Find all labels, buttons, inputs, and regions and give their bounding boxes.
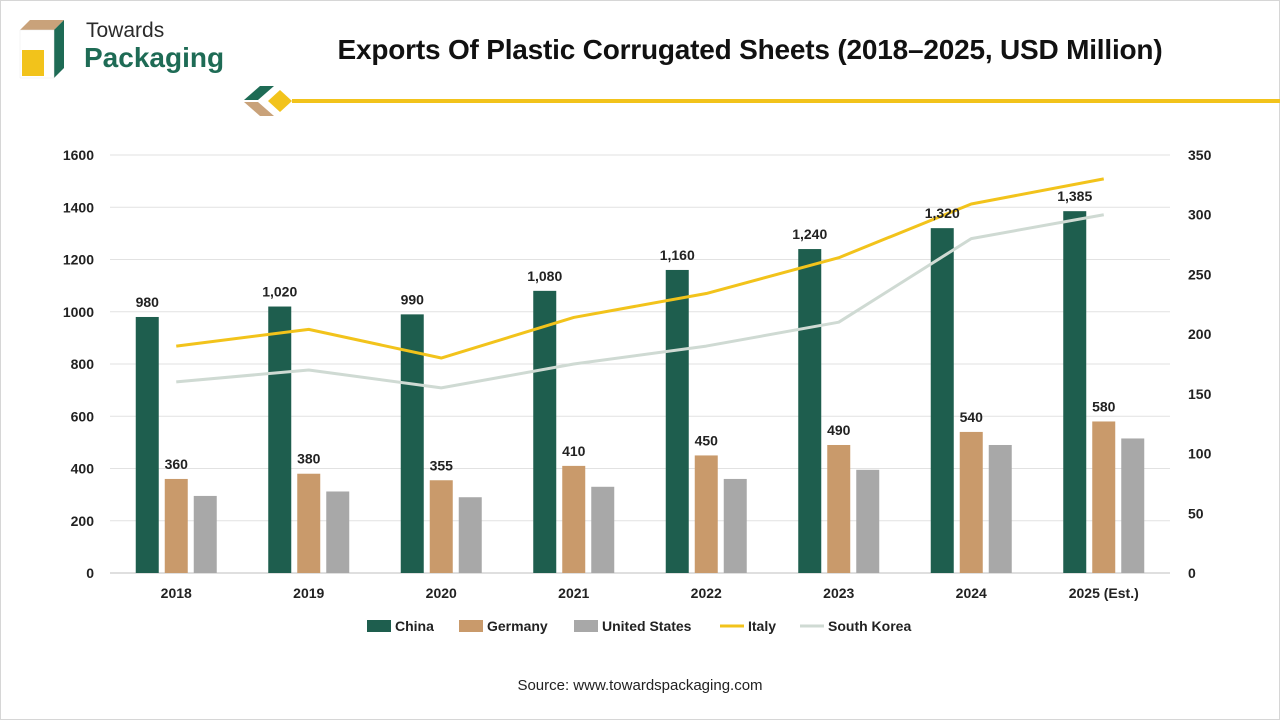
- x-tick-label: 2019: [293, 585, 324, 601]
- y-left-tick-label: 1600: [63, 147, 94, 163]
- data-label: 1,240: [792, 226, 827, 242]
- y-left-tick-label: 1000: [63, 304, 94, 320]
- bar-united-states: [591, 486, 615, 573]
- line-south-korea: [176, 213, 1105, 390]
- y-right-tick-label: 150: [1188, 386, 1212, 402]
- data-label: 450: [695, 432, 719, 448]
- legend-swatch: [459, 620, 483, 632]
- data-label: 540: [960, 409, 984, 425]
- bar-germany: [562, 465, 586, 573]
- y-left-tick-label: 1200: [63, 252, 94, 268]
- chart-title: Exports Of Plastic Corrugated Sheets (20…: [337, 34, 1163, 65]
- bar-united-states: [723, 478, 747, 573]
- y-right-tick-label: 0: [1188, 565, 1196, 581]
- y-right-tick-label: 100: [1188, 446, 1212, 462]
- y-left-tick-label: 200: [71, 513, 95, 529]
- data-label: 410: [562, 443, 586, 459]
- y-right-tick-label: 200: [1188, 326, 1212, 342]
- data-label: 1,385: [1057, 188, 1092, 204]
- bar-china: [798, 249, 822, 574]
- y-left-tick-label: 0: [86, 565, 94, 581]
- legend-swatch: [574, 620, 598, 632]
- y-left-tick-label: 400: [71, 461, 95, 477]
- data-label: 360: [165, 456, 189, 472]
- bar-china: [533, 290, 557, 573]
- y-left-tick-label: 600: [71, 408, 95, 424]
- x-tick-label: 2022: [691, 585, 722, 601]
- data-label: 355: [430, 457, 454, 473]
- legend-label: South Korea: [828, 618, 911, 634]
- x-tick-label: 2023: [823, 585, 854, 601]
- bar-china: [665, 269, 689, 573]
- bar-germany: [297, 473, 321, 573]
- data-label: 1,320: [925, 205, 960, 221]
- logo-text-packaging: Packaging: [84, 42, 225, 73]
- bar-united-states: [1121, 438, 1145, 573]
- logo: Towards Packaging: [16, 16, 246, 86]
- source-note: Source: www.towardspackaging.com: [517, 677, 763, 694]
- bar-united-states: [856, 469, 880, 573]
- bar-united-states: [193, 495, 217, 573]
- y-right-tick-label: 50: [1188, 505, 1204, 521]
- x-tick-label: 2018: [161, 585, 192, 601]
- x-tick-label: 2021: [558, 585, 589, 601]
- x-tick-label: 2024: [956, 585, 987, 601]
- bar-china: [930, 228, 954, 573]
- bar-germany: [827, 444, 851, 573]
- chart-area: 980 360 1,020 380 990 355 1,080 410 1,160 450 1,24…: [63, 147, 1212, 634]
- data-label: 580: [1092, 398, 1116, 414]
- data-label: 1,080: [527, 268, 562, 284]
- logo-text-towards: Towards: [86, 19, 165, 42]
- y-left-tick-label: 800: [71, 356, 95, 372]
- bar-united-states: [988, 444, 1012, 573]
- bar-united-states: [326, 491, 350, 573]
- bar-germany: [429, 480, 453, 573]
- line-italy: [176, 177, 1105, 360]
- legend-label: Italy: [748, 618, 776, 634]
- bar-china: [135, 316, 159, 573]
- data-label: 990: [401, 291, 425, 307]
- y-right-tick-label: 300: [1188, 207, 1212, 223]
- data-label: 980: [136, 294, 160, 310]
- box-logo-icon: [19, 20, 64, 79]
- legend-label: China: [395, 618, 434, 634]
- x-tick-label: 2025 (Est.): [1069, 585, 1139, 601]
- data-label: 380: [297, 451, 321, 467]
- legend-label: United States: [602, 618, 692, 634]
- bar-germany: [1092, 421, 1116, 573]
- title-underline-decoration: [244, 86, 1280, 116]
- bar-china: [400, 314, 424, 573]
- legend-swatch: [367, 620, 391, 632]
- x-tick-label: 2020: [426, 585, 457, 601]
- bar-china: [268, 306, 292, 573]
- data-label: 490: [827, 422, 851, 438]
- bar-germany: [694, 455, 718, 573]
- y-right-tick-label: 350: [1188, 147, 1212, 163]
- data-label: 1,160: [660, 247, 695, 263]
- legend-label: Germany: [487, 618, 548, 634]
- data-label: 1,020: [262, 284, 297, 300]
- y-left-tick-label: 1400: [63, 199, 94, 215]
- bar-germany: [164, 478, 188, 573]
- bar-united-states: [458, 497, 482, 573]
- y-right-tick-label: 250: [1188, 266, 1212, 282]
- bar-germany: [959, 431, 983, 573]
- bar-china: [1063, 211, 1087, 573]
